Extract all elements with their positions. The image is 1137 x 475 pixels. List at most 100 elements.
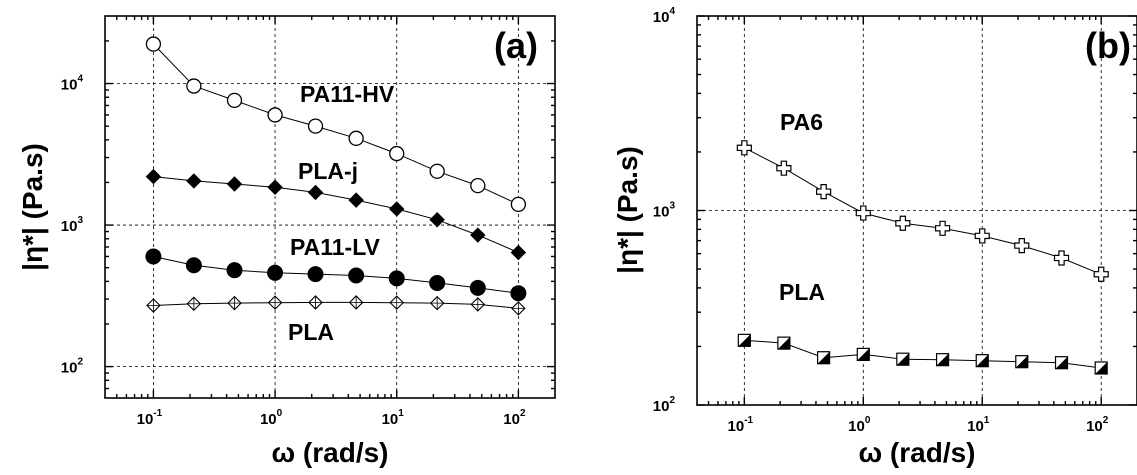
- series-label: PLA: [288, 319, 334, 345]
- data-point: [348, 295, 364, 310]
- data-point: [226, 262, 243, 279]
- x-tick-label: 102: [503, 408, 526, 428]
- data-point: [348, 192, 364, 208]
- x-tick-label: 102: [1086, 415, 1109, 435]
- data-point: [974, 228, 990, 244]
- data-point: [226, 92, 243, 109]
- data-point: [510, 285, 527, 302]
- data-point: [389, 295, 405, 310]
- data-point: [776, 160, 792, 176]
- data-point: [186, 173, 202, 189]
- data-point: [1014, 237, 1030, 254]
- data-point: [469, 279, 486, 296]
- y-tick-label: 104: [61, 74, 84, 94]
- data-point: [510, 196, 527, 213]
- data-point: [816, 184, 832, 200]
- data-point: [186, 78, 202, 94]
- chart-panel-1: 10-1 100 101 102 102 103 104 PA11-HV PLA-j PA11-L…: [17, 15, 556, 468]
- x-tick-label: 10-1: [728, 415, 754, 435]
- plot-frame: [696, 15, 1137, 406]
- series-pa11-lv: [145, 248, 527, 302]
- y-tick-label: 104: [653, 6, 676, 26]
- data-point: [145, 36, 162, 52]
- series-pla: [737, 333, 1108, 375]
- data-point: [429, 212, 445, 228]
- x-axis-title: ω (rad/s): [271, 437, 388, 468]
- chart-panel-2: 10-1 100 101 102 102 103 104 PA6 PLA (b) ω (rad/s)…: [612, 6, 1137, 468]
- series-label: PLA-j: [298, 158, 358, 184]
- y-axis-title: |η*| (Pa.s): [17, 143, 48, 271]
- x-axis-title: ω (rad/s): [858, 437, 975, 468]
- data-point: [389, 201, 405, 217]
- x-tick-label: 10-1: [137, 408, 163, 428]
- data-point: [185, 257, 202, 274]
- data-point: [429, 163, 445, 179]
- x-tick-label: 100: [260, 408, 283, 428]
- series-pa6: [736, 140, 1109, 282]
- x-tick-label: 100: [848, 415, 871, 435]
- y-tick-label: 103: [653, 201, 676, 221]
- data-point: [145, 248, 162, 265]
- series-label: PA6: [780, 109, 823, 135]
- series-pa11-hv: [145, 36, 527, 213]
- series-label: PA11-HV: [300, 81, 395, 107]
- data-point: [737, 333, 751, 347]
- data-point: [307, 118, 324, 134]
- data-point: [736, 140, 752, 156]
- plot-frame: [104, 15, 556, 399]
- series-line: [153, 43, 519, 205]
- data-point: [308, 295, 323, 310]
- data-point: [267, 179, 283, 195]
- data-point: [267, 264, 284, 281]
- data-point: [145, 168, 162, 185]
- data-point: [307, 266, 324, 283]
- y-tick-label: 102: [653, 395, 676, 415]
- data-point: [470, 297, 486, 312]
- data-point: [510, 244, 527, 261]
- data-point: [429, 274, 446, 291]
- data-point: [975, 354, 989, 368]
- x-tick-label: 101: [382, 408, 405, 428]
- data-point: [895, 215, 911, 231]
- data-point: [429, 295, 445, 311]
- data-point: [388, 270, 405, 287]
- data-point: [348, 267, 365, 284]
- data-point: [267, 295, 283, 310]
- data-point: [389, 145, 405, 162]
- series-line: [744, 147, 1102, 275]
- data-point: [935, 353, 950, 367]
- series-label: PA11-LV: [290, 234, 381, 260]
- data-point: [226, 176, 243, 192]
- y-tick-label: 103: [61, 215, 84, 235]
- data-point: [470, 227, 486, 243]
- data-point: [1015, 355, 1029, 369]
- series-label: PLA: [779, 279, 825, 305]
- data-point: [856, 347, 870, 362]
- data-point: [186, 296, 202, 312]
- data-point: [1093, 266, 1109, 282]
- series-pla-j: [145, 168, 527, 261]
- data-point: [896, 352, 910, 366]
- data-point: [146, 298, 161, 313]
- data-point: [934, 220, 951, 236]
- data-point: [227, 295, 242, 311]
- y-axis-title: |η*| (Pa.s): [612, 146, 643, 274]
- series-pla: [146, 295, 526, 316]
- series-line: [153, 256, 519, 294]
- data-point: [1094, 361, 1108, 375]
- data-point: [1054, 356, 1069, 370]
- data-point: [267, 107, 283, 123]
- data-point: [855, 205, 871, 221]
- series-line: [153, 301, 519, 309]
- y-tick-label: 102: [61, 357, 84, 377]
- panel-letter: (a): [494, 25, 538, 66]
- series-line: [744, 339, 1102, 369]
- data-point: [348, 130, 364, 146]
- data-point: [777, 336, 791, 350]
- data-point: [511, 301, 526, 316]
- series-line: [153, 176, 519, 253]
- x-tick-label: 101: [967, 415, 990, 435]
- data-point: [470, 177, 486, 194]
